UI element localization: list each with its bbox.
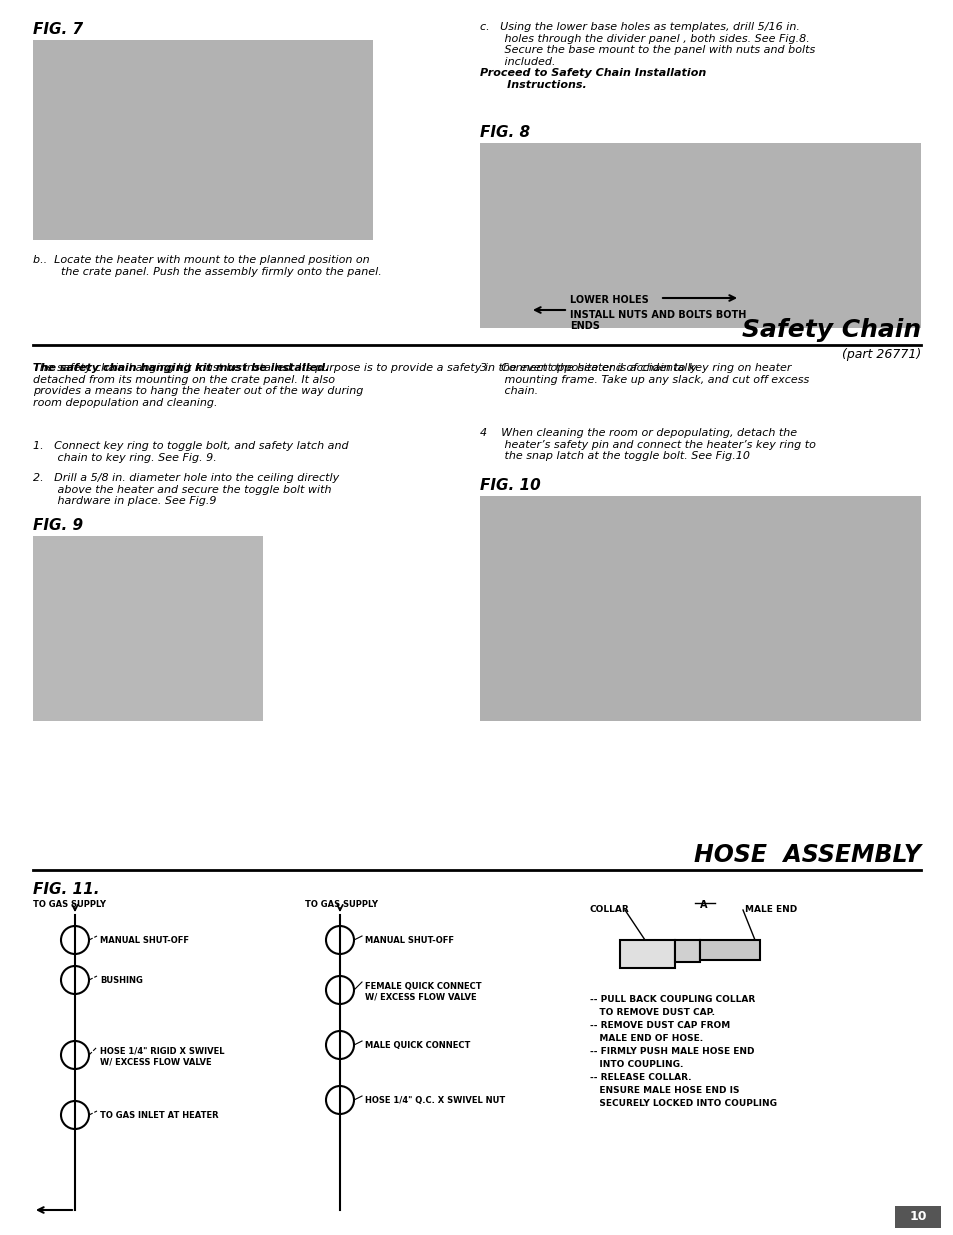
Text: INSTALL NUTS AND BOLTS BOTH: INSTALL NUTS AND BOLTS BOTH xyxy=(569,310,745,320)
Text: The safety chain hanging kit must be installed.: The safety chain hanging kit must be ins… xyxy=(33,363,329,373)
Text: LOWER HOLES: LOWER HOLES xyxy=(569,295,648,305)
Text: ENSURE MALE HOSE END IS: ENSURE MALE HOSE END IS xyxy=(589,1086,739,1095)
Text: FIG. 7: FIG. 7 xyxy=(33,22,83,37)
Text: HOSE 1/4" RIGID X SWIVEL
W/ EXCESS FLOW VALVE: HOSE 1/4" RIGID X SWIVEL W/ EXCESS FLOW … xyxy=(100,1047,224,1066)
Text: MANUAL SHUT-OFF: MANUAL SHUT-OFF xyxy=(365,936,454,945)
Text: HOSE 1/4" Q.C. X SWIVEL NUT: HOSE 1/4" Q.C. X SWIVEL NUT xyxy=(365,1095,505,1105)
Bar xyxy=(894,1207,940,1228)
Text: INTO COUPLING.: INTO COUPLING. xyxy=(589,1060,682,1070)
Text: TO GAS SUPPLY: TO GAS SUPPLY xyxy=(33,900,106,909)
Text: -- REMOVE DUST CAP FROM: -- REMOVE DUST CAP FROM xyxy=(589,1021,729,1030)
Text: 3.   Connect opposite end of chain to key ring on heater
       mounting frame. : 3. Connect opposite end of chain to key … xyxy=(479,363,808,396)
Text: SECURELY LOCKED INTO COUPLING: SECURELY LOCKED INTO COUPLING xyxy=(589,1099,776,1108)
Text: TO GAS SUPPLY: TO GAS SUPPLY xyxy=(305,900,377,909)
Text: MALE END OF HOSE.: MALE END OF HOSE. xyxy=(589,1034,702,1044)
Text: 4    When cleaning the room or depopulating, detach the
       heater’s safety p: 4 When cleaning the room or depopulating… xyxy=(479,429,815,461)
Text: FEMALE QUICK CONNECT
W/ EXCESS FLOW VALVE: FEMALE QUICK CONNECT W/ EXCESS FLOW VALV… xyxy=(365,982,481,1002)
Text: COLLAR: COLLAR xyxy=(589,905,629,914)
Text: TO REMOVE DUST CAP.: TO REMOVE DUST CAP. xyxy=(589,1008,714,1016)
Bar xyxy=(479,496,920,721)
Bar xyxy=(33,536,263,721)
Text: MALE QUICK CONNECT: MALE QUICK CONNECT xyxy=(365,1041,470,1050)
Text: TO GAS INLET AT HEATER: TO GAS INLET AT HEATER xyxy=(100,1112,218,1120)
Text: -- RELEASE COLLAR.: -- RELEASE COLLAR. xyxy=(589,1073,691,1082)
Text: BUSHING: BUSHING xyxy=(100,976,143,986)
Text: 2.   Drill a 5/8 in. diameter hole into the ceiling directly
       above the he: 2. Drill a 5/8 in. diameter hole into th… xyxy=(33,473,339,506)
Text: FIG. 10: FIG. 10 xyxy=(479,478,540,493)
Text: (part 26771): (part 26771) xyxy=(841,348,920,361)
Text: -- PULL BACK COUPLING COLLAR: -- PULL BACK COUPLING COLLAR xyxy=(589,995,755,1004)
Text: c.   Using the lower base holes as templates, drill 5/16 in.
       holes throug: c. Using the lower base holes as templat… xyxy=(479,22,815,67)
Bar xyxy=(33,40,373,240)
Text: A: A xyxy=(700,900,707,910)
Text: MALE END: MALE END xyxy=(744,905,797,914)
Text: HOSE  ASSEMBLY: HOSE ASSEMBLY xyxy=(693,844,920,867)
Bar xyxy=(619,940,675,968)
Text: Safety Chain: Safety Chain xyxy=(741,317,920,342)
Text: 10: 10 xyxy=(908,1210,925,1224)
Text: FIG. 11.: FIG. 11. xyxy=(33,882,99,897)
Bar xyxy=(675,940,700,962)
Bar xyxy=(700,940,760,960)
Text: FIG. 8: FIG. 8 xyxy=(479,125,530,140)
Text: b..  Locate the heater with mount to the planned position on
        the crate p: b.. Locate the heater with mount to the … xyxy=(33,254,381,277)
Text: MANUAL SHUT-OFF: MANUAL SHUT-OFF xyxy=(100,936,189,945)
Text: -- FIRMLY PUSH MALE HOSE END: -- FIRMLY PUSH MALE HOSE END xyxy=(589,1047,754,1056)
Text: FIG. 9: FIG. 9 xyxy=(33,517,83,534)
Text: Proceed to Safety Chain Installation
       Instructions.: Proceed to Safety Chain Installation Ins… xyxy=(479,68,705,90)
Text: ENDS: ENDS xyxy=(569,321,599,331)
Text: The safety chain hanging kit must be installed. Its purpose is to provide a safe: The safety chain hanging kit must be ins… xyxy=(33,363,697,408)
Bar xyxy=(479,143,920,329)
Text: 1.   Connect key ring to toggle bolt, and safety latch and
       chain to key r: 1. Connect key ring to toggle bolt, and … xyxy=(33,441,348,463)
